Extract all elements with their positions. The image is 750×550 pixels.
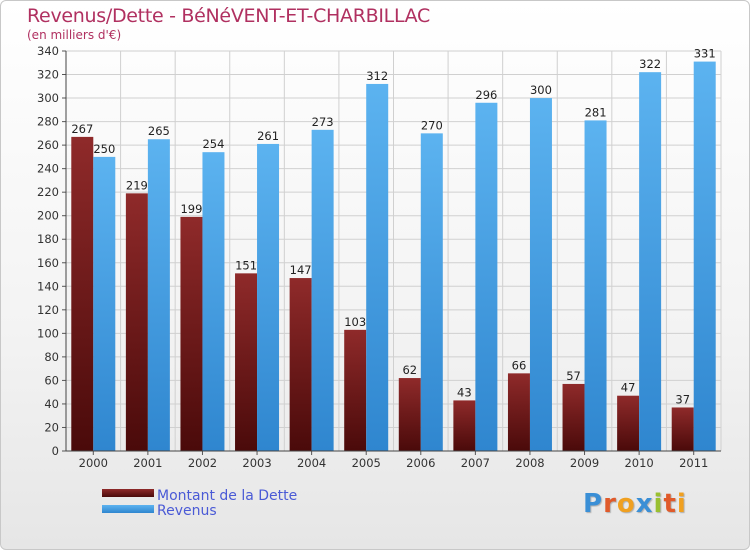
bar-revenue: [475, 102, 498, 451]
y-tick-label: 220: [37, 185, 59, 199]
legend-swatch-debt: [102, 489, 154, 497]
bar-debt: [344, 329, 367, 451]
bar-revenue-value-label: 273: [312, 115, 334, 129]
bar-debt: [562, 383, 585, 451]
y-tick-label: 140: [37, 279, 59, 293]
bar-revenue: [529, 98, 552, 451]
bar-debt-value-label: 57: [566, 369, 581, 383]
bar-debt-value-label: 62: [402, 363, 417, 377]
bar-debt: [235, 273, 258, 451]
bar-debt: [671, 407, 694, 451]
bar-debt-value-label: 151: [235, 258, 257, 272]
x-tick-label: 2011: [679, 456, 708, 470]
bar-revenue: [202, 152, 225, 452]
legend-label-debt: Montant de la Dette: [157, 488, 297, 504]
bar-debt: [289, 278, 312, 451]
y-tick-label: 40: [44, 397, 59, 411]
bar-debt: [617, 395, 640, 451]
bar-revenue-value-label: 331: [694, 47, 716, 61]
x-tick-label: 2001: [133, 456, 162, 470]
bar-debt-value-label: 66: [512, 358, 527, 372]
legend-label-revenue: Revenus: [157, 503, 217, 519]
bar-revenue: [366, 83, 389, 452]
bar-debt-value-label: 219: [126, 178, 148, 192]
x-tick-label: 2000: [79, 456, 108, 470]
y-tick-label: 60: [44, 373, 59, 387]
bar-revenue-value-label: 261: [257, 129, 279, 143]
grid-layer: [65, 50, 722, 452]
bar-revenue-value-label: 322: [639, 57, 661, 71]
bar-debt: [453, 400, 476, 451]
bar-layer: [71, 61, 716, 452]
bar-revenue: [311, 129, 334, 451]
y-tick-label: 0: [52, 444, 59, 458]
bar-debt-value-label: 37: [675, 392, 690, 406]
x-tick-label: 2010: [624, 456, 653, 470]
bar-revenue: [584, 120, 607, 451]
y-tick-label: 260: [37, 138, 59, 152]
bar-debt-value-label: 47: [621, 381, 636, 395]
bar-revenue-value-label: 296: [475, 88, 497, 102]
bar-revenue-value-label: 270: [421, 118, 443, 132]
y-tick-label: 200: [37, 209, 59, 223]
bar-revenue-value-label: 300: [530, 83, 552, 97]
bar-debt: [507, 373, 530, 451]
x-tick-label: 2006: [406, 456, 435, 470]
bar-revenue: [93, 156, 116, 451]
y-tick-label: 180: [37, 232, 59, 246]
x-tick-label: 2008: [515, 456, 544, 470]
x-tick-label: 2004: [297, 456, 326, 470]
proxiti-logo: Proxiti: [583, 489, 687, 519]
bar-revenue-value-label: 265: [148, 124, 170, 138]
y-tick-label: 80: [44, 350, 59, 364]
y-tick-label: 100: [37, 326, 59, 340]
bar-revenue-value-label: 254: [202, 137, 224, 151]
bar-debt: [398, 378, 421, 451]
bar-revenue: [639, 72, 662, 452]
legend: Montant de la Dette Revenus: [102, 488, 297, 519]
bar-debt-value-label: 199: [180, 202, 202, 216]
bar-debt-value-label: 147: [290, 263, 312, 277]
bar-revenue: [257, 143, 280, 452]
bar-debt-value-label: 267: [71, 122, 93, 136]
x-tick-label: 2007: [461, 456, 490, 470]
chart-title: Revenus/Dette - BéNéVENT-ET-CHARBILLAC: [27, 5, 431, 27]
x-tick-label: 2009: [570, 456, 599, 470]
bar-debt: [180, 216, 203, 451]
x-tick-label: 2002: [188, 456, 217, 470]
y-tick-label: 340: [37, 44, 59, 58]
bar-debt-value-label: 43: [457, 385, 472, 399]
y-tick-label: 120: [37, 303, 59, 317]
y-tick-label: 20: [44, 420, 59, 434]
y-tick-label: 240: [37, 162, 59, 176]
bar-debt: [125, 193, 148, 451]
bar-revenue: [147, 139, 170, 451]
bar-revenue-value-label: 281: [585, 105, 607, 119]
y-tick-label: 320: [37, 68, 59, 82]
bar-debt-value-label: 103: [344, 315, 366, 329]
x-tick-label: 2003: [242, 456, 271, 470]
axis-layer: 0 20 40 60 80 100 120 140 160 180 200 220 240 260 280 3…: [37, 44, 721, 470]
bar-revenue-value-label: 250: [93, 142, 115, 156]
y-tick-label: 280: [37, 115, 59, 129]
y-tick-label: 160: [37, 256, 59, 270]
chart-subtitle: (en milliers d'€): [27, 28, 122, 42]
bar-revenue: [693, 61, 716, 452]
bar-debt: [71, 136, 94, 451]
bar-revenue-value-label: 312: [366, 69, 388, 83]
y-tick-label: 300: [37, 91, 59, 105]
x-tick-label: 2005: [352, 456, 381, 470]
bar-revenue: [420, 133, 443, 451]
legend-swatch-revenue: [102, 505, 154, 513]
